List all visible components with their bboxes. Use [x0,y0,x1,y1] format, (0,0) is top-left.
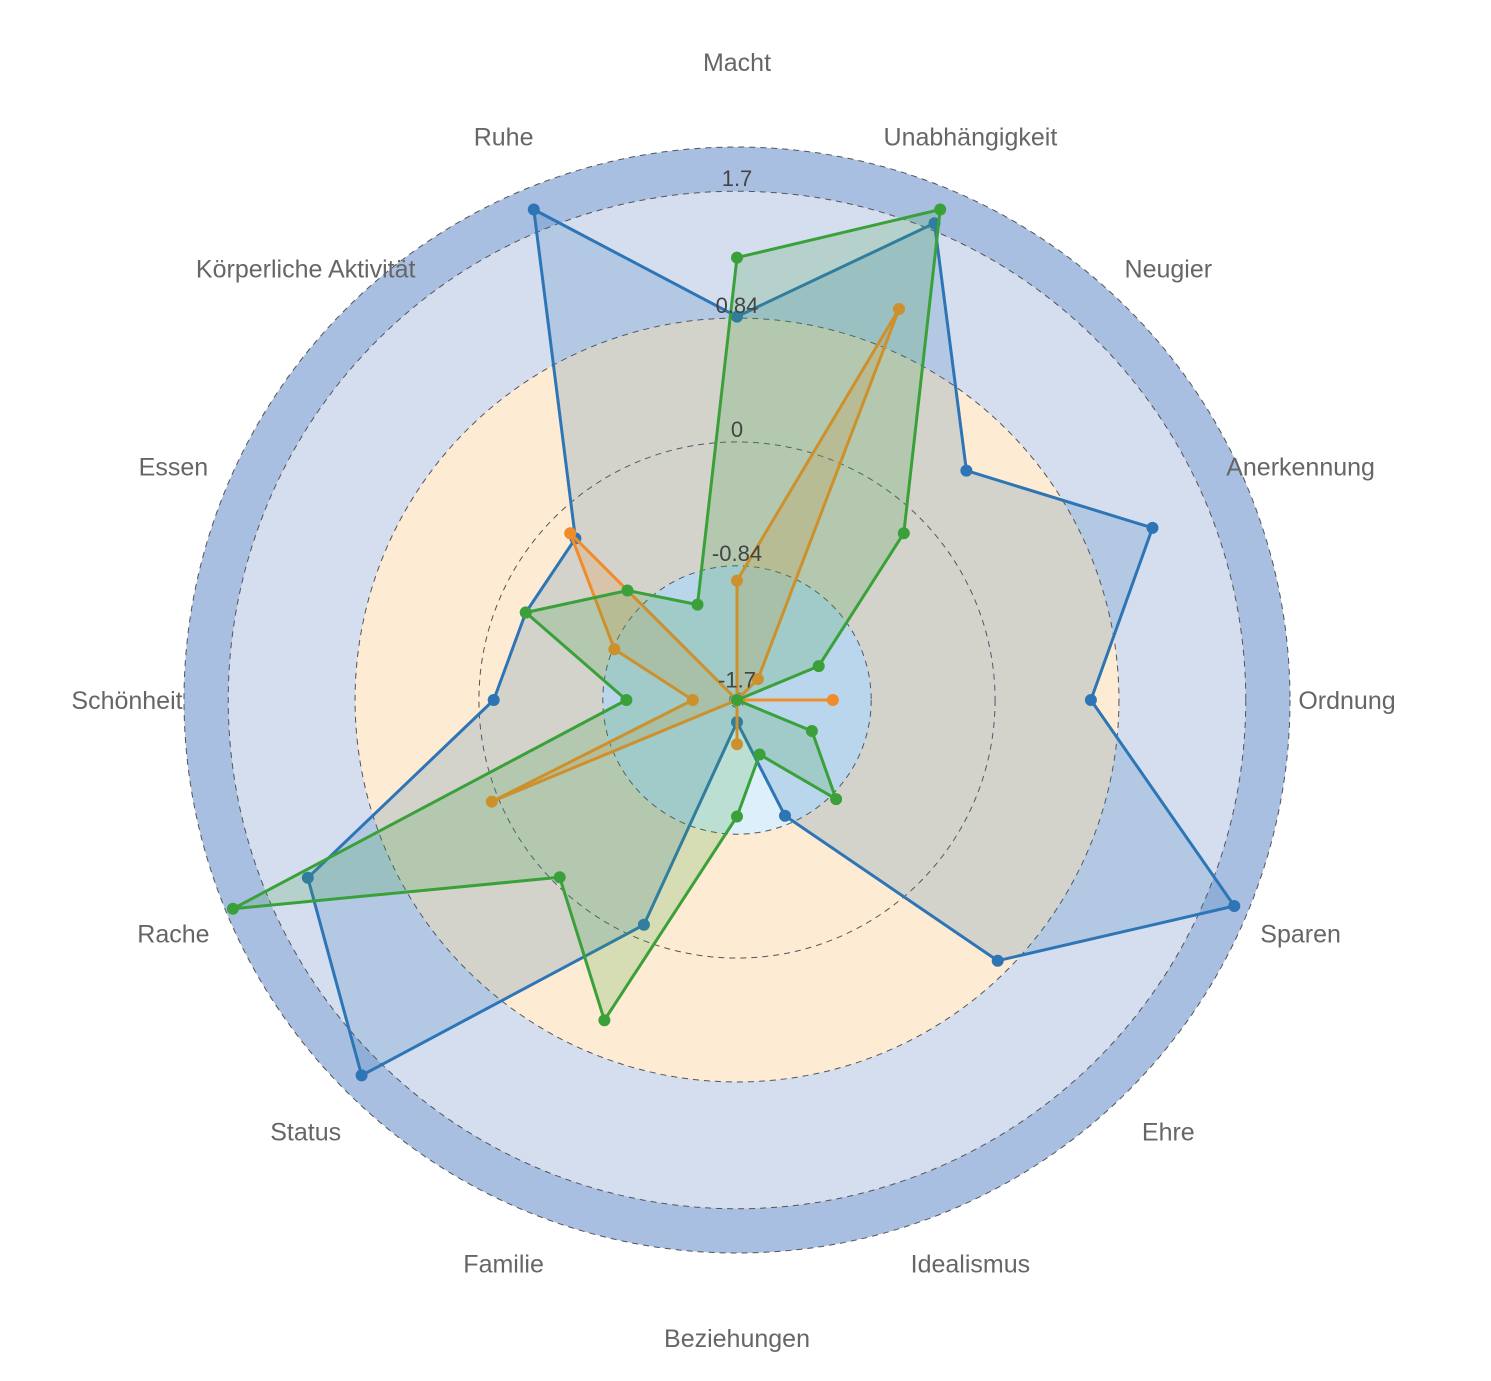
series-2-area [232,209,941,1021]
series-2-point-15 [691,598,704,611]
grid-circle-1 [602,565,872,835]
r-tick-label-0: -1.7 [718,668,756,693]
series-0-point-10 [355,1069,368,1082]
category-label-6: Ehre [1142,1118,1195,1146]
category-label-15: Ruhe [474,123,534,151]
radial-grid [183,146,1291,1254]
series-2-point-5 [805,725,818,737]
grid-circle-outer [183,146,1291,1254]
category-label-2: Neugier [1125,256,1213,284]
series-2-point-10 [553,871,566,884]
category-label-0: Macht [703,49,771,77]
category-label-12: Schönheit [71,687,182,715]
series-0-point-9 [637,918,650,931]
series-1-point-1 [893,303,905,315]
grid-circle-2 [478,441,996,959]
series-2-point-3 [812,660,825,673]
category-label-11: Rache [137,920,209,948]
category-label-10: Status [270,1118,341,1146]
r-tick-label-1: -0.84 [712,541,762,566]
series-1-point-14 [564,527,577,540]
r-tick-label-2: 0 [731,417,743,442]
series-2-point-11 [226,902,239,915]
series-1-point-13 [608,643,621,656]
series-2-point-2 [897,527,910,540]
series-1-point-8 [731,738,743,751]
series-1-point-4 [826,694,839,706]
series-0-point-3 [1146,521,1159,534]
category-label-1: Unabhängigkeit [884,123,1058,151]
series-2-point-9 [598,1014,611,1027]
category-label-4: Ordnung [1298,687,1395,715]
category-label-3: Anerkennung [1226,454,1375,482]
series-2-point-0 [731,251,743,264]
series-2-point-8 [731,810,743,823]
category-label-5: Sparen [1260,920,1341,948]
series-0-point-12 [487,694,500,706]
series-0-point-6 [991,954,1004,967]
series-2-point-4 [731,694,743,706]
series-1-point-0 [731,574,743,587]
series-0-point-5 [1228,900,1241,912]
category-label-14: Körperliche Aktivität [196,256,416,284]
series-layer [226,203,1241,1082]
series-0-point-2 [960,464,973,477]
category-labels: Macht Unabhängigkeit Neugier Anerkennung Ord… [71,49,1395,1353]
series-1-point-11 [485,795,498,808]
grid-circle-4 [227,190,1247,1210]
category-label-8: Beziehungen [664,1325,810,1353]
category-label-9: Familie [463,1251,544,1279]
series-2-point-12 [620,694,633,706]
series-2-point-14 [621,584,634,597]
series-1-point-2 [751,673,764,686]
grid-circle-3 [354,317,1120,1083]
r-tick-label-3: 0.84 [716,293,759,318]
series-2-point-6 [830,793,843,806]
series-2-point-1 [934,203,947,216]
series-0-point-15 [527,203,540,216]
series-2-point-7 [753,748,766,761]
category-label-13: Essen [139,454,208,482]
series-2-point-13 [519,606,532,619]
series-0-point-4 [1084,694,1097,706]
radial-tick-labels: -1.7 -0.84 0 0.84 1.7 [712,166,762,692]
series-0-point-11 [301,871,314,884]
category-label-7: Idealismus [911,1251,1031,1279]
series-1-point-12 [686,694,699,706]
series-0-point-7 [779,809,791,822]
r-tick-label-4: 1.7 [722,166,753,191]
